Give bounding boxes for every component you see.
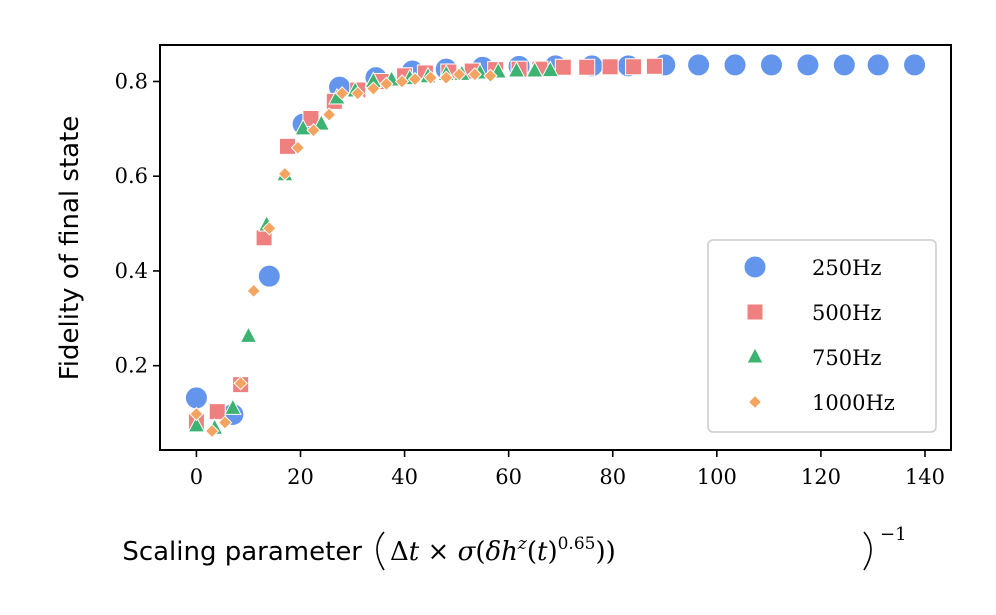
data-point — [407, 71, 423, 87]
data-point — [452, 67, 467, 82]
legend-entry-500Hz: 500Hz — [746, 301, 881, 325]
data-point — [645, 57, 663, 75]
series-500Hz — [187, 57, 663, 431]
data-point — [832, 53, 856, 77]
data-point — [796, 53, 820, 77]
data-point — [507, 60, 526, 78]
legend-entry-750Hz: 750Hz — [746, 346, 881, 370]
legend-marker — [743, 255, 767, 279]
x-tick-label: 120 — [801, 465, 841, 489]
x-axis-label: Scaling parameter — [122, 537, 362, 567]
data-point — [262, 221, 277, 236]
data-points-layer — [184, 53, 927, 439]
data-point — [866, 53, 890, 77]
x-axis-ticks: 0 20 40 60 80 100 120 140 — [190, 450, 945, 489]
data-point — [187, 415, 206, 433]
y-tick-label: 0.4 — [115, 259, 148, 283]
x-tick-label: 0 — [190, 465, 203, 489]
x-axis-label-math-text: Δt × σ(δhz(t)0.65)) — [390, 534, 616, 567]
data-point — [189, 406, 204, 422]
data-point — [366, 81, 381, 96]
data-point — [759, 53, 783, 77]
data-point — [483, 68, 498, 83]
x-axis-label-group: Scaling parameter Δt × σ(δhz(t)0.65)) −1 — [122, 524, 907, 571]
x-tick-label: 80 — [599, 465, 626, 489]
data-point — [257, 264, 281, 288]
x-tick-label: 140 — [905, 465, 945, 489]
legend-label: 750Hz — [812, 346, 881, 370]
legend: 250Hz 500Hz 750Hz 1000Hz — [707, 239, 937, 433]
data-point — [321, 107, 337, 122]
data-point — [687, 53, 711, 77]
data-point — [394, 74, 410, 89]
data-point — [233, 376, 248, 391]
data-point — [312, 113, 331, 131]
right-paren-glyph — [863, 531, 872, 571]
x-tick-label: 60 — [495, 465, 522, 489]
legend-box — [707, 239, 937, 433]
y-tick-label: 0.8 — [115, 69, 148, 93]
legend-label: 250Hz — [812, 256, 881, 280]
data-point — [350, 86, 365, 101]
data-point — [204, 423, 220, 439]
legend-label: 1000Hz — [812, 391, 895, 415]
data-point — [217, 415, 233, 430]
x-tick-label: 20 — [287, 465, 314, 489]
data-point — [423, 70, 438, 85]
y-axis-ticks: 0.2 0.4 0.6 0.8 — [115, 69, 160, 378]
data-point — [578, 58, 596, 76]
y-axis-label: Fidelity of final state — [55, 116, 85, 381]
data-point — [439, 70, 454, 85]
data-point — [184, 386, 208, 410]
data-point — [277, 166, 293, 182]
y-tick-label: 0.6 — [115, 164, 148, 188]
x-tick-label: 100 — [697, 465, 737, 489]
data-point — [290, 140, 306, 155]
data-point — [246, 283, 261, 299]
data-point — [379, 76, 394, 92]
x-tick-label: 40 — [391, 465, 418, 489]
data-point — [239, 326, 258, 343]
data-point — [903, 53, 927, 77]
legend-marker — [746, 303, 764, 321]
series-1000Hz — [189, 67, 498, 439]
data-point — [554, 58, 572, 76]
legend-entry-250Hz: 250Hz — [743, 255, 881, 280]
data-point — [723, 53, 747, 77]
data-point — [467, 67, 483, 82]
data-point — [541, 60, 560, 78]
x-axis-label-math: Δt × σ(δhz(t)0.65)) −1 — [376, 524, 907, 571]
legend-entries: 250Hz 500Hz 750Hz 1000Hz — [743, 255, 895, 415]
data-point — [334, 86, 350, 101]
y-tick-label: 0.2 — [115, 354, 148, 378]
legend-marker — [746, 346, 764, 364]
legend-entry-1000Hz: 1000Hz — [747, 391, 895, 415]
plot-frame — [159, 44, 952, 451]
data-point — [224, 398, 242, 415]
data-point — [525, 60, 544, 78]
left-paren-glyph — [376, 531, 385, 571]
data-point — [306, 123, 321, 138]
data-point — [601, 58, 619, 76]
legend-label: 500Hz — [812, 301, 881, 325]
x-axis-label-exponent: −1 — [880, 524, 907, 545]
data-point — [208, 403, 226, 421]
data-point — [625, 58, 643, 76]
legend-marker — [747, 394, 763, 410]
